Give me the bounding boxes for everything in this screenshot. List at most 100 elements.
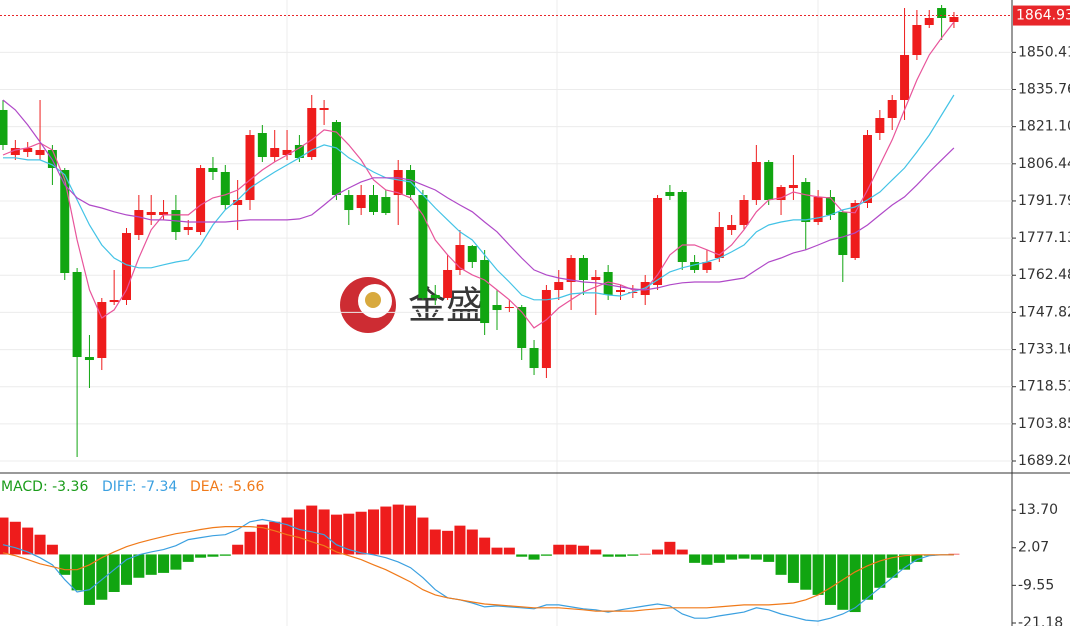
candle-body [443, 269, 453, 299]
candle-body [418, 195, 428, 299]
y-tick-label: 1806.44 [1018, 156, 1070, 172]
candle-body [887, 100, 897, 118]
y-tick-label: 1703.85 [1018, 416, 1070, 432]
last-price-box [1013, 5, 1070, 26]
macd-bar [948, 553, 960, 555]
macd-line [2, 526, 954, 612]
macd-bar [133, 554, 145, 578]
macd-bar [516, 554, 528, 557]
candle-body [529, 348, 539, 369]
candle-body [900, 55, 910, 101]
legend-item: DIFF: -7.34 [102, 479, 177, 495]
macd-bar [763, 554, 775, 562]
macd-bar [83, 554, 95, 605]
candle-body [653, 198, 663, 285]
y-tick-label: 1689.20 [1018, 453, 1070, 469]
candle-body [838, 211, 848, 256]
candle-body [480, 260, 490, 324]
candle-body [331, 122, 341, 196]
candle-body [937, 8, 947, 18]
macd-bar [96, 554, 108, 600]
macd-bar [701, 554, 713, 565]
macd-bar [664, 541, 676, 555]
macd-bar [726, 554, 738, 560]
macd-bar [34, 534, 46, 555]
macd-bar [491, 547, 503, 555]
macd-bar [837, 554, 849, 610]
macd-bar [170, 554, 182, 570]
candle-body [813, 197, 823, 223]
y-tick-label: 1791.79 [1018, 193, 1070, 209]
macd-bar [380, 506, 392, 555]
y-tick-label: 1718.51 [1018, 379, 1070, 395]
macd-bar [368, 509, 379, 555]
candle-body [541, 289, 551, 369]
macd-bar [121, 554, 132, 585]
macd-bar [590, 549, 602, 555]
macd-bar [392, 504, 404, 555]
watermark-logo [365, 292, 381, 308]
candle-body [517, 307, 527, 349]
candle-body [677, 191, 687, 263]
macd-bar [207, 554, 219, 557]
candle-body [912, 24, 922, 56]
candle-body [665, 191, 675, 196]
candle-body [307, 108, 317, 158]
candle-body [0, 109, 8, 145]
candle-body [504, 307, 514, 309]
candle-body [690, 262, 700, 270]
candle-body [455, 244, 465, 270]
macd-bar [627, 554, 639, 556]
candle-body [282, 149, 292, 156]
macd-bar [503, 547, 515, 555]
candle-body [739, 200, 749, 225]
macd-bar [22, 527, 34, 555]
y-tick-label: 13.70 [1018, 502, 1058, 518]
y-tick-label: -9.55 [1018, 577, 1054, 593]
macd-bar [824, 554, 836, 605]
candle-body [776, 187, 786, 201]
macd-bar [355, 511, 367, 555]
macd-bar [689, 554, 701, 563]
candle-body [270, 148, 280, 158]
macd-bar [812, 554, 824, 595]
candle-body [393, 170, 403, 196]
candle-body [801, 182, 811, 223]
candle-body [294, 144, 304, 159]
candle-body [764, 162, 774, 201]
ma-line [2, 99, 955, 291]
y-tick-label: 2.07 [1018, 540, 1049, 556]
candle-body [751, 162, 761, 201]
macd-bar [787, 554, 799, 583]
macd-bar [429, 529, 441, 555]
y-tick-label: 1777.13 [1018, 230, 1070, 246]
candle-body [97, 302, 107, 359]
candle-body [245, 135, 255, 201]
macd-bar [59, 554, 71, 575]
macd-bar [0, 517, 9, 555]
macd-bar [281, 517, 293, 555]
candle-body [369, 195, 378, 212]
macd-bar [849, 554, 861, 613]
macd-bar [269, 521, 281, 555]
y-tick-label: 1762.48 [1018, 267, 1070, 283]
candle-body [109, 300, 119, 303]
candle-body [788, 184, 798, 189]
macd-bar [565, 544, 577, 555]
candle-body [208, 168, 218, 172]
y-tick-label: 1821.10 [1018, 119, 1070, 135]
candle-body [319, 108, 329, 110]
macd-bar [219, 554, 231, 556]
macd-bar [195, 554, 207, 558]
macd-bar [738, 554, 750, 559]
candle-body [134, 210, 144, 236]
candle-body [702, 262, 712, 270]
macd-bar [71, 554, 83, 591]
macd-bar [750, 554, 762, 560]
macd-bar [874, 554, 886, 588]
macd-bar [577, 545, 589, 555]
macd-bar [553, 544, 565, 555]
macd-bar [775, 554, 787, 575]
macd-bar [232, 544, 244, 555]
